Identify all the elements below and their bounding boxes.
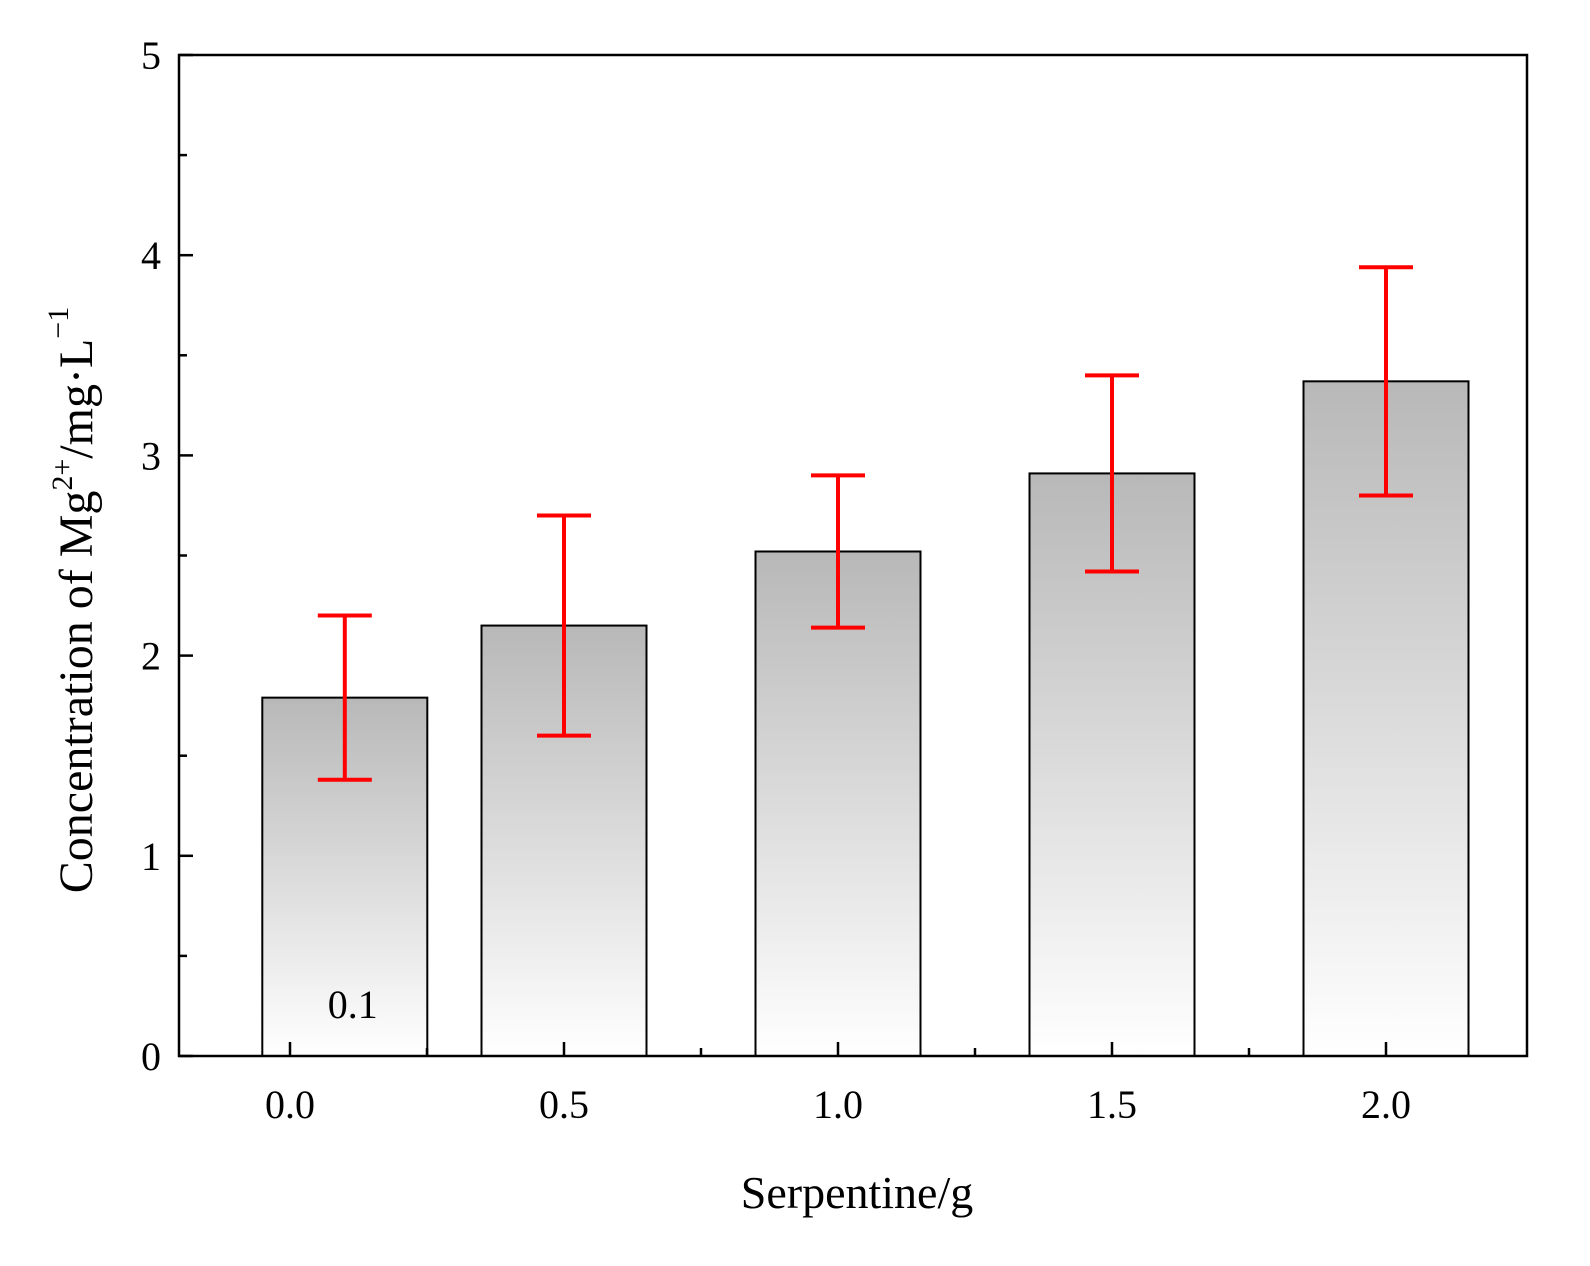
- y-axis-title-main: Concentration of Mg: [50, 491, 103, 894]
- x-tick-label: 0.5: [539, 1082, 589, 1127]
- x-tick-label: 1.5: [1087, 1082, 1137, 1127]
- x-axis-title: Serpentine/g: [741, 1167, 974, 1218]
- y-axis-title-sup1: 2+: [46, 459, 79, 491]
- y-tick-label: 5: [141, 33, 161, 78]
- error-bar-4: [1359, 265, 1413, 498]
- error-bar-0: [317, 613, 372, 782]
- error-bar-2: [811, 473, 865, 630]
- x-axis-ticks: 0.0 0.5 1.0 1.5 2.0: [265, 1042, 1411, 1127]
- y-tick-label: 2: [141, 634, 161, 679]
- error-bars-group: [317, 265, 1413, 782]
- error-bar-1: [537, 513, 591, 738]
- error-bar-3: [1085, 373, 1139, 574]
- bar-annotation-label: 0.1: [328, 982, 378, 1027]
- y-axis-title-mid: /mg·L: [50, 339, 103, 459]
- x-tick-label: 0.0: [265, 1082, 315, 1127]
- y-axis-title: Concentration of Mg2+/mg·L−1: [42, 307, 103, 893]
- y-axis-ticks: 0 1 2 3 4 5: [141, 33, 193, 1079]
- x-tick-label: 1.0: [813, 1082, 863, 1127]
- y-tick-label: 1: [141, 834, 161, 879]
- y-tick-label: 0: [141, 1034, 161, 1079]
- x-tick-label: 2.0: [1361, 1082, 1411, 1127]
- y-tick-label: 3: [141, 433, 161, 478]
- y-tick-label: 4: [141, 233, 161, 278]
- y-axis-title-sup2: −1: [42, 307, 75, 339]
- bars-group: [261, 380, 1470, 1058]
